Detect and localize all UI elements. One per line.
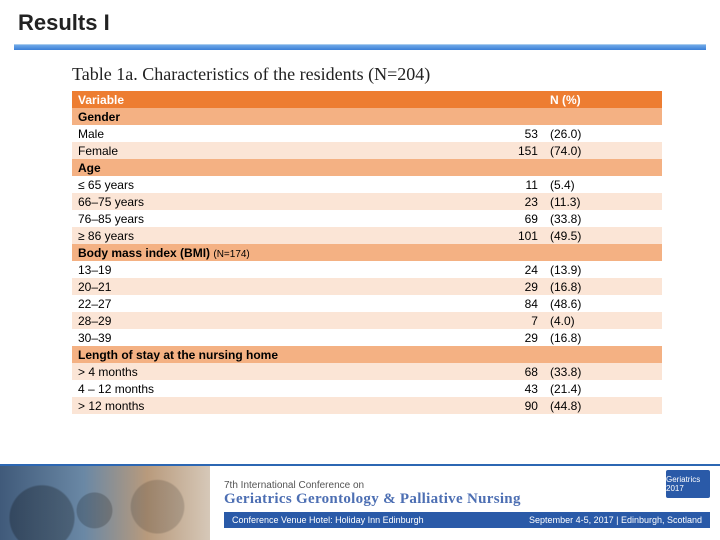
row-pct: (48.6) — [544, 295, 662, 312]
table-row: 28–297(4.0) — [72, 312, 662, 329]
row-label: 76–85 years — [72, 210, 438, 227]
table-section-row: Age — [72, 159, 662, 176]
row-label: 4 – 12 months — [72, 380, 438, 397]
table-row: 4 – 12 months43(21.4) — [72, 380, 662, 397]
table-row: 76–85 years69(33.8) — [72, 210, 662, 227]
footer-banner: Geriatrics 2017 7th International Confer… — [0, 464, 720, 540]
row-label: ≤ 65 years — [72, 176, 438, 193]
row-n: 7 — [438, 312, 544, 329]
row-label: 30–39 — [72, 329, 438, 346]
row-pct: (4.0) — [544, 312, 662, 329]
slide-title: Results I — [0, 0, 720, 40]
section-label: Length of stay at the nursing home — [72, 346, 438, 363]
row-pct: (16.8) — [544, 329, 662, 346]
row-n: 43 — [438, 380, 544, 397]
table-row: ≥ 86 years101(49.5) — [72, 227, 662, 244]
table-row: 22–2784(48.6) — [72, 295, 662, 312]
row-pct: (13.9) — [544, 261, 662, 278]
row-n: 69 — [438, 210, 544, 227]
table-row: 13–1924(13.9) — [72, 261, 662, 278]
table-section-row: Body mass index (BMI) (N=174) — [72, 244, 662, 261]
row-n: 23 — [438, 193, 544, 210]
section-label: Age — [72, 159, 438, 176]
row-n: 84 — [438, 295, 544, 312]
table-row: ≤ 65 years11(5.4) — [72, 176, 662, 193]
row-n: 90 — [438, 397, 544, 414]
table-row: Male53(26.0) — [72, 125, 662, 142]
table-row: 66–75 years23(11.3) — [72, 193, 662, 210]
row-pct: (33.8) — [544, 210, 662, 227]
row-pct: (11.3) — [544, 193, 662, 210]
header-n-pct: N (%) — [544, 91, 662, 108]
row-pct: (74.0) — [544, 142, 662, 159]
row-pct: (44.8) — [544, 397, 662, 414]
header-variable: Variable — [72, 91, 438, 108]
row-n: 68 — [438, 363, 544, 380]
conference-info-bar: Conference Venue Hotel: Holiday Inn Edin… — [224, 512, 710, 528]
conference-venue: Conference Venue Hotel: Holiday Inn Edin… — [232, 515, 424, 525]
conference-supertitle: 7th International Conference on — [224, 480, 710, 491]
conference-badge: Geriatrics 2017 — [666, 470, 710, 498]
table-row: > 12 months90(44.8) — [72, 397, 662, 414]
table-header-row: Variable N (%) — [72, 91, 662, 108]
table-caption: Table 1a. Characteristics of the residen… — [72, 64, 720, 85]
row-n: 29 — [438, 329, 544, 346]
conference-title: Geriatrics Gerontology & Palliative Nurs… — [224, 492, 710, 508]
row-label: 28–29 — [72, 312, 438, 329]
table-row: 20–2129(16.8) — [72, 278, 662, 295]
row-pct: (21.4) — [544, 380, 662, 397]
row-label: Male — [72, 125, 438, 142]
footer-conference-info: Geriatrics 2017 7th International Confer… — [210, 466, 720, 540]
section-label: Body mass index (BMI) (N=174) — [72, 244, 438, 261]
row-label: > 12 months — [72, 397, 438, 414]
row-label: 13–19 — [72, 261, 438, 278]
footer-image — [0, 466, 210, 540]
header-n — [438, 91, 544, 108]
table-row: > 4 months68(33.8) — [72, 363, 662, 380]
table-row: 30–3929(16.8) — [72, 329, 662, 346]
table-section-row: Gender — [72, 108, 662, 125]
row-label: 20–21 — [72, 278, 438, 295]
row-n: 24 — [438, 261, 544, 278]
section-label: Gender — [72, 108, 438, 125]
row-n: 11 — [438, 176, 544, 193]
row-label: 66–75 years — [72, 193, 438, 210]
row-pct: (49.5) — [544, 227, 662, 244]
row-label: 22–27 — [72, 295, 438, 312]
row-pct: (33.8) — [544, 363, 662, 380]
characteristics-table: VariableN (%)GenderMale53(26.0)Female151… — [72, 91, 662, 414]
row-n: 29 — [438, 278, 544, 295]
row-n: 101 — [438, 227, 544, 244]
table-section-row: Length of stay at the nursing home — [72, 346, 662, 363]
row-n: 53 — [438, 125, 544, 142]
row-pct: (26.0) — [544, 125, 662, 142]
row-label: > 4 months — [72, 363, 438, 380]
title-underline — [14, 44, 706, 50]
row-n: 151 — [438, 142, 544, 159]
conference-dates: September 4-5, 2017 | Edinburgh, Scotlan… — [529, 515, 702, 525]
table-row: Female151(74.0) — [72, 142, 662, 159]
row-label: Female — [72, 142, 438, 159]
row-pct: (16.8) — [544, 278, 662, 295]
row-pct: (5.4) — [544, 176, 662, 193]
row-label: ≥ 86 years — [72, 227, 438, 244]
